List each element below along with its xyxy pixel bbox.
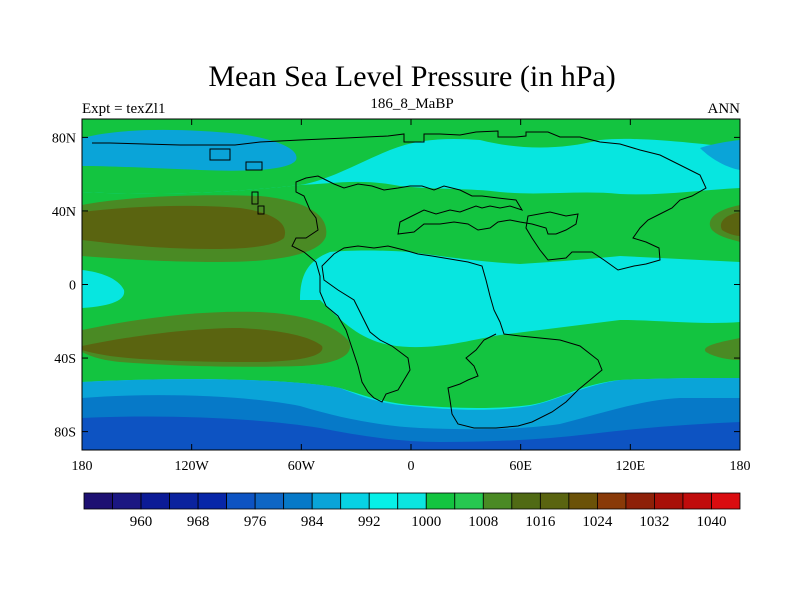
colorbar-label: 1008: [468, 514, 498, 530]
colorbar-label: 984: [301, 514, 324, 530]
x-tick-label: 60E: [509, 459, 532, 474]
colorbar-label: 968: [187, 514, 210, 530]
colorbar-label: 1032: [639, 514, 669, 530]
colorbar-box: [596, 492, 627, 510]
x-tick-label: 180: [730, 459, 751, 474]
colorbar-label: 1016: [525, 514, 556, 530]
experiment-label: Expt = texZl1: [82, 101, 165, 117]
y-tick-label: 40S: [54, 352, 76, 367]
colorbar-box: [682, 492, 712, 510]
colorbar-box: [140, 492, 170, 510]
y-tick-label: 0: [69, 279, 76, 294]
y-tick-label: 40N: [52, 205, 76, 220]
colorbar-box: [283, 492, 313, 510]
colorbar-label: 960: [130, 514, 153, 530]
colorbar-box: [482, 492, 513, 510]
colorbar-box: [254, 492, 285, 510]
season-label: ANN: [708, 101, 741, 117]
colorbar-box: [397, 492, 427, 510]
colorbar-box: [711, 492, 741, 510]
x-axis: 180 120W 60W 0 60E 120E 180: [72, 119, 751, 474]
colorbar-box: [340, 492, 370, 510]
colorbar-label: 992: [358, 514, 381, 530]
colorbar: 960 968 976 984 992 1000 1008 1016 1024 1032 1040: [83, 492, 741, 530]
colorbar-box: [311, 492, 342, 510]
colorbar-label: 1024: [582, 514, 613, 530]
age-label: 186_8_MaBP: [370, 96, 453, 112]
contour-band-996-north-atlantic: [82, 129, 297, 171]
colorbar-box: [226, 492, 256, 510]
contour-band-1000-atlantic-gap: [82, 270, 125, 308]
colorbar-box: [454, 492, 484, 510]
colorbar-box: [511, 492, 541, 510]
coastline-overlay: [92, 130, 707, 429]
colorbar-box: [112, 492, 142, 510]
colorbar-box: [539, 492, 570, 510]
contour-band-996-siberia: [700, 140, 740, 170]
colorbar-box: [425, 492, 456, 510]
y-tick-label: 80S: [54, 426, 76, 441]
colorbar-box: [654, 492, 684, 510]
x-tick-label: 180: [72, 459, 93, 474]
x-tick-label: 120E: [616, 459, 646, 474]
colorbar-box: [368, 492, 399, 510]
colorbar-box: [625, 492, 655, 510]
colorbar-label: 1040: [696, 514, 726, 530]
colorbar-box: [197, 492, 228, 510]
contour-band-1016-south-high: [82, 328, 323, 362]
y-axis: 80N 40N 0 40S 80S: [52, 131, 740, 441]
colorbar-box: [568, 492, 598, 510]
contour-band-1016-east-high: [720, 212, 740, 236]
x-tick-label: 120W: [175, 459, 210, 474]
colorbar-box: [83, 492, 113, 510]
contour-band-1016-north-high: [82, 205, 286, 249]
contour-band-1012-south-east: [704, 338, 740, 360]
x-tick-label: 0: [408, 459, 415, 474]
coastline-overlay-greenland: [209, 148, 265, 215]
chart-title: Mean Sea Level Pressure (in hPa): [208, 60, 615, 93]
y-tick-label: 80N: [52, 131, 76, 146]
contour-band-984-southern-ocean: [82, 416, 740, 450]
x-tick-label: 60W: [288, 459, 316, 474]
colorbar-label: 976: [244, 514, 267, 530]
colorbar-label: 1000: [411, 514, 441, 530]
colorbar-box: [169, 492, 199, 510]
contour-fills: [82, 119, 740, 450]
